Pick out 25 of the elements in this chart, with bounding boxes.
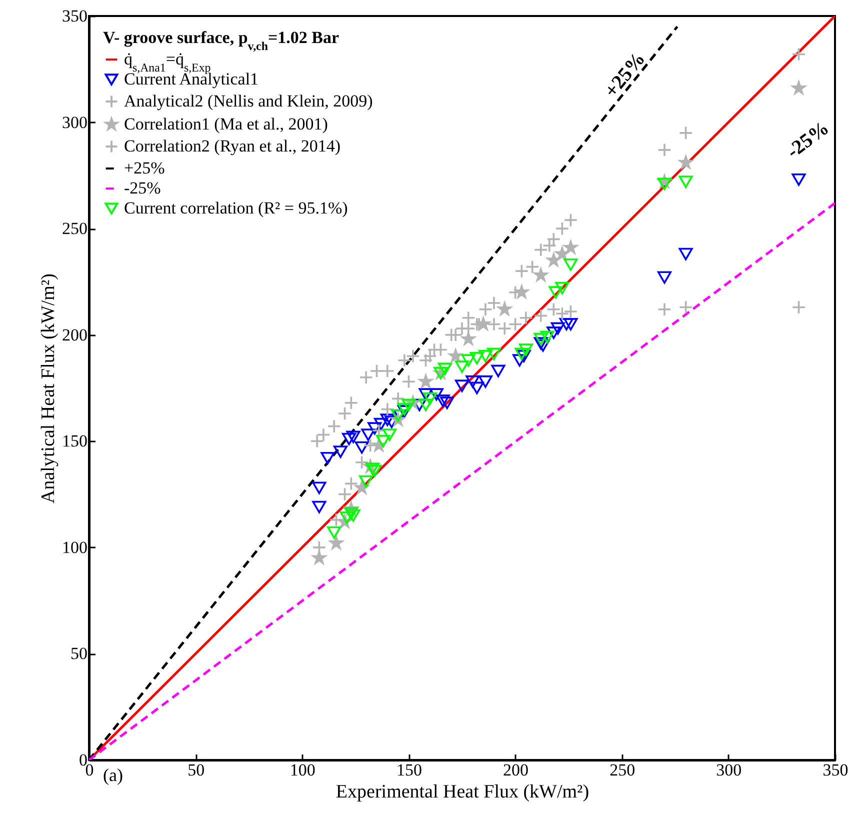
- x-tick-label: 250: [610, 760, 636, 780]
- legend-label: Correlation1 (Ma et al., 2001): [124, 114, 328, 134]
- y-axis-title: Analytical Heat Flux (kW/m²): [38, 274, 59, 504]
- y-tick-label: 200: [62, 325, 88, 344]
- legend-label: Current correlation (R² = 95.1%): [124, 198, 348, 218]
- y-tick-label: 300: [62, 112, 88, 132]
- x-tick-label: 200: [503, 760, 529, 780]
- x-tick-label: 50: [188, 760, 205, 780]
- x-tick-label: 150: [396, 760, 422, 780]
- legend-title: V- groove surface, p$_{v,ch}$=1.02 Bar: [103, 28, 340, 53]
- x-tick-label: 300: [716, 760, 742, 780]
- text: (a): [103, 765, 123, 785]
- y-tick-label: 100: [62, 538, 88, 557]
- y-tick-label: 150: [62, 432, 88, 451]
- legend-label: Correlation2 (Ryan et al., 2014): [124, 136, 340, 156]
- legend-label: +25%: [124, 158, 165, 178]
- legend-label: Analytical2 (Nellis and Klein, 2009): [124, 92, 373, 110]
- x-tick-label: 100: [290, 760, 316, 780]
- x-tick-label: 350: [822, 760, 848, 780]
- legend-label: -25%: [124, 178, 161, 198]
- annotation: -25%: [782, 117, 834, 163]
- x-axis-title: Experimental Heat Flux (kW/m²): [336, 782, 590, 802]
- y-tick-label: 350: [62, 6, 88, 26]
- y-tick-label: 250: [62, 219, 88, 238]
- y-tick-label: 50: [70, 644, 88, 664]
